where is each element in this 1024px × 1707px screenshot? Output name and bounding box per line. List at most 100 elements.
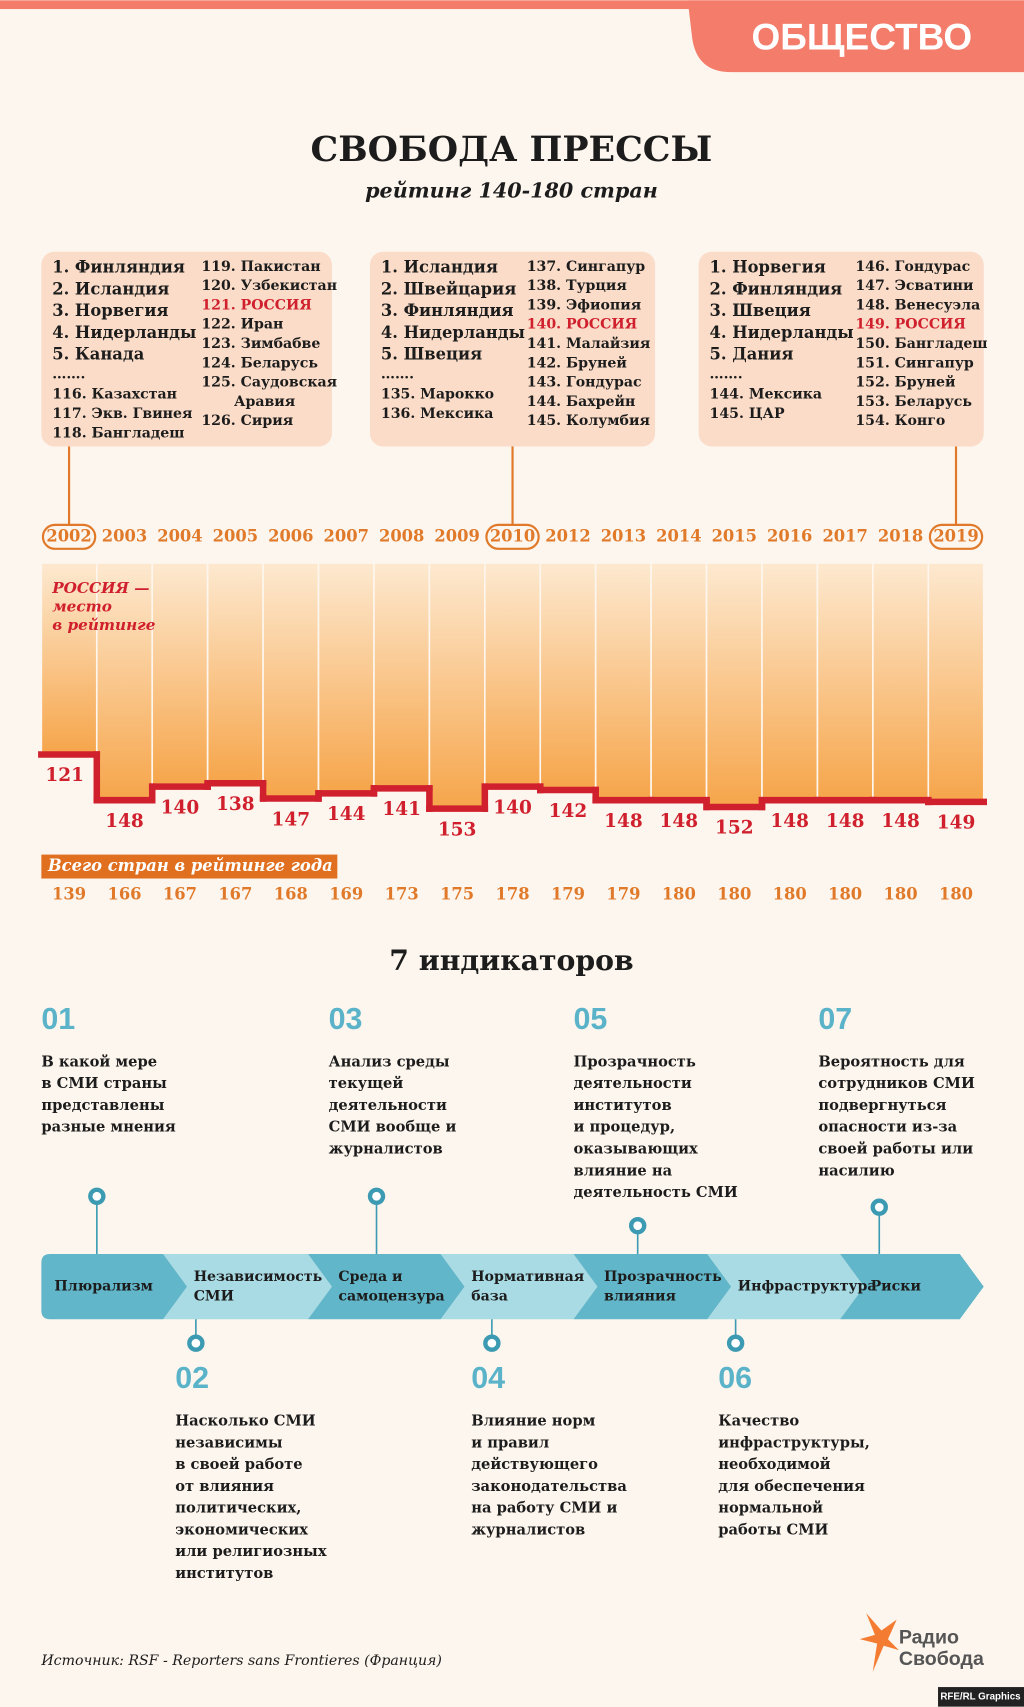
pin xyxy=(628,1216,647,1235)
indicator-text: разные мнения xyxy=(41,1119,176,1136)
indicator-text: насилию xyxy=(818,1162,894,1179)
source: Источник: RSF - Reporters sans Frontiere… xyxy=(40,1653,442,1669)
indicator-text: влияние на xyxy=(573,1162,672,1179)
box-left-item: 135. Марокко xyxy=(381,386,494,402)
indicator-number: 07 xyxy=(818,1002,852,1036)
rank-column xyxy=(373,562,431,790)
year-label: 2008 xyxy=(379,526,424,545)
rank-label: 153 xyxy=(438,819,477,840)
rank-column xyxy=(594,562,652,802)
indicator-text: для обеспечения xyxy=(718,1478,865,1495)
indicator-text: журналистов xyxy=(471,1521,585,1538)
box-right-item: Аравия xyxy=(234,394,295,410)
box-right-item: 153. Беларусь xyxy=(855,394,972,410)
rank-label: 141 xyxy=(382,799,421,820)
box-right-item: 148. Венесуэла xyxy=(855,297,980,313)
pin xyxy=(367,1187,386,1205)
credit-bar xyxy=(938,1687,1024,1707)
rank-column xyxy=(40,562,98,756)
top-bar xyxy=(0,0,1024,10)
box-left-item: 1. Исландия xyxy=(381,258,498,277)
box-right-item: 146. Гондурас xyxy=(855,259,970,275)
box-right-item: 122. Иран xyxy=(201,317,283,333)
box-right-item: 123. Зимбабве xyxy=(201,336,320,352)
indicator-text: текущей xyxy=(329,1075,404,1092)
logo-mark xyxy=(859,1613,899,1672)
box-right-item: 126. Сирия xyxy=(201,413,293,429)
rank-label: 142 xyxy=(549,801,588,822)
pin xyxy=(726,1334,745,1352)
rank-column xyxy=(95,562,154,802)
indicator-number: 06 xyxy=(718,1361,752,1395)
logo-text: Радио xyxy=(899,1626,959,1648)
indicator-number: 01 xyxy=(41,1002,75,1036)
indicator-text: В какой мере xyxy=(41,1053,157,1070)
box-left-item: 4. Нидерланды xyxy=(381,323,525,342)
indicator-text: Влияние норм xyxy=(471,1413,595,1430)
year-label: 2019 xyxy=(933,526,978,545)
credit: RFE/RL Graphics xyxy=(940,1691,1021,1702)
section-tab xyxy=(687,0,1024,73)
indicator-text: деятельности xyxy=(573,1075,691,1092)
total-label: 175 xyxy=(440,884,474,903)
box-right-item: 142. Бруней xyxy=(527,354,627,371)
ribbon-segment xyxy=(707,1253,865,1320)
rank-box xyxy=(369,251,656,447)
indicator-text: деятельности xyxy=(329,1097,447,1114)
pin xyxy=(870,1198,888,1216)
indicator-text: на работу СМИ и xyxy=(471,1500,617,1517)
ribbon-label: самоцензура xyxy=(338,1288,444,1304)
rank-label: 148 xyxy=(826,811,865,832)
rank-label: 140 xyxy=(493,797,532,818)
ribbon-label: Среда и xyxy=(338,1269,402,1285)
ribbon-segment xyxy=(41,1253,188,1320)
year-label: 2007 xyxy=(324,526,369,545)
box-left-item: 145. ЦАР xyxy=(710,406,785,422)
totals-label: Всего стран в рейтинге года xyxy=(47,856,333,875)
indicator-text: опасности из-за xyxy=(818,1119,957,1136)
ribbon-label: Прозрачность xyxy=(604,1269,722,1285)
indicator-number: 04 xyxy=(471,1361,505,1395)
rank-label: 148 xyxy=(105,811,144,832)
box-left-item: 117. Экв. Гвинея xyxy=(52,406,192,422)
ribbon-segment xyxy=(573,1253,732,1320)
ribbon-segment xyxy=(440,1253,598,1320)
total-label: 180 xyxy=(717,884,751,903)
year-label: 2014 xyxy=(656,526,701,545)
rank-column xyxy=(927,562,985,803)
box-right-item: 147. Эсватини xyxy=(855,278,973,294)
year-label: 2013 xyxy=(601,526,646,545)
logo-text: Свобода xyxy=(899,1648,985,1670)
indicator-text: институтов xyxy=(175,1565,273,1582)
rank-label: 152 xyxy=(715,818,754,839)
rank-column xyxy=(816,562,874,802)
ribbon-label: Независимость xyxy=(194,1269,323,1285)
indicator-text: от влияния xyxy=(175,1478,274,1495)
rank-label: 138 xyxy=(216,794,255,815)
rank-column xyxy=(151,562,209,788)
box-left-item: 3. Норвегия xyxy=(52,301,168,320)
indicators-title: 7 индикаторов xyxy=(389,943,633,977)
box-right-item: 141. Малайзия xyxy=(527,335,651,352)
indicator-text: работы СМИ xyxy=(718,1521,828,1538)
box-right-item: 120. Узбекистан xyxy=(201,278,337,294)
ribbon-label: Инфраструктура xyxy=(738,1279,877,1295)
year-label: 2002 xyxy=(46,526,91,545)
total-label: 178 xyxy=(496,884,530,903)
indicator-text: и правил xyxy=(471,1434,549,1451)
rank-column xyxy=(872,562,930,802)
box-left-item: 4. Нидерланды xyxy=(52,323,196,342)
legend-line: место xyxy=(52,598,112,616)
box-right-item: 151. Сингапур xyxy=(855,355,974,371)
rank-column xyxy=(761,562,819,802)
box-left-item: 2. Швейцария xyxy=(381,279,516,298)
indicator-text: своей работы или xyxy=(818,1140,973,1157)
total-label: 179 xyxy=(606,884,640,903)
total-label: 166 xyxy=(107,884,141,903)
year-label: 2012 xyxy=(545,526,590,545)
title: СВОБОДА ПРЕССЫ xyxy=(311,129,713,170)
box-right-item: 140. РОССИЯ xyxy=(527,317,638,333)
total-label: 167 xyxy=(218,884,252,903)
ribbon-label: влияния xyxy=(604,1288,676,1304)
ribbon-label: Риски xyxy=(871,1279,921,1295)
